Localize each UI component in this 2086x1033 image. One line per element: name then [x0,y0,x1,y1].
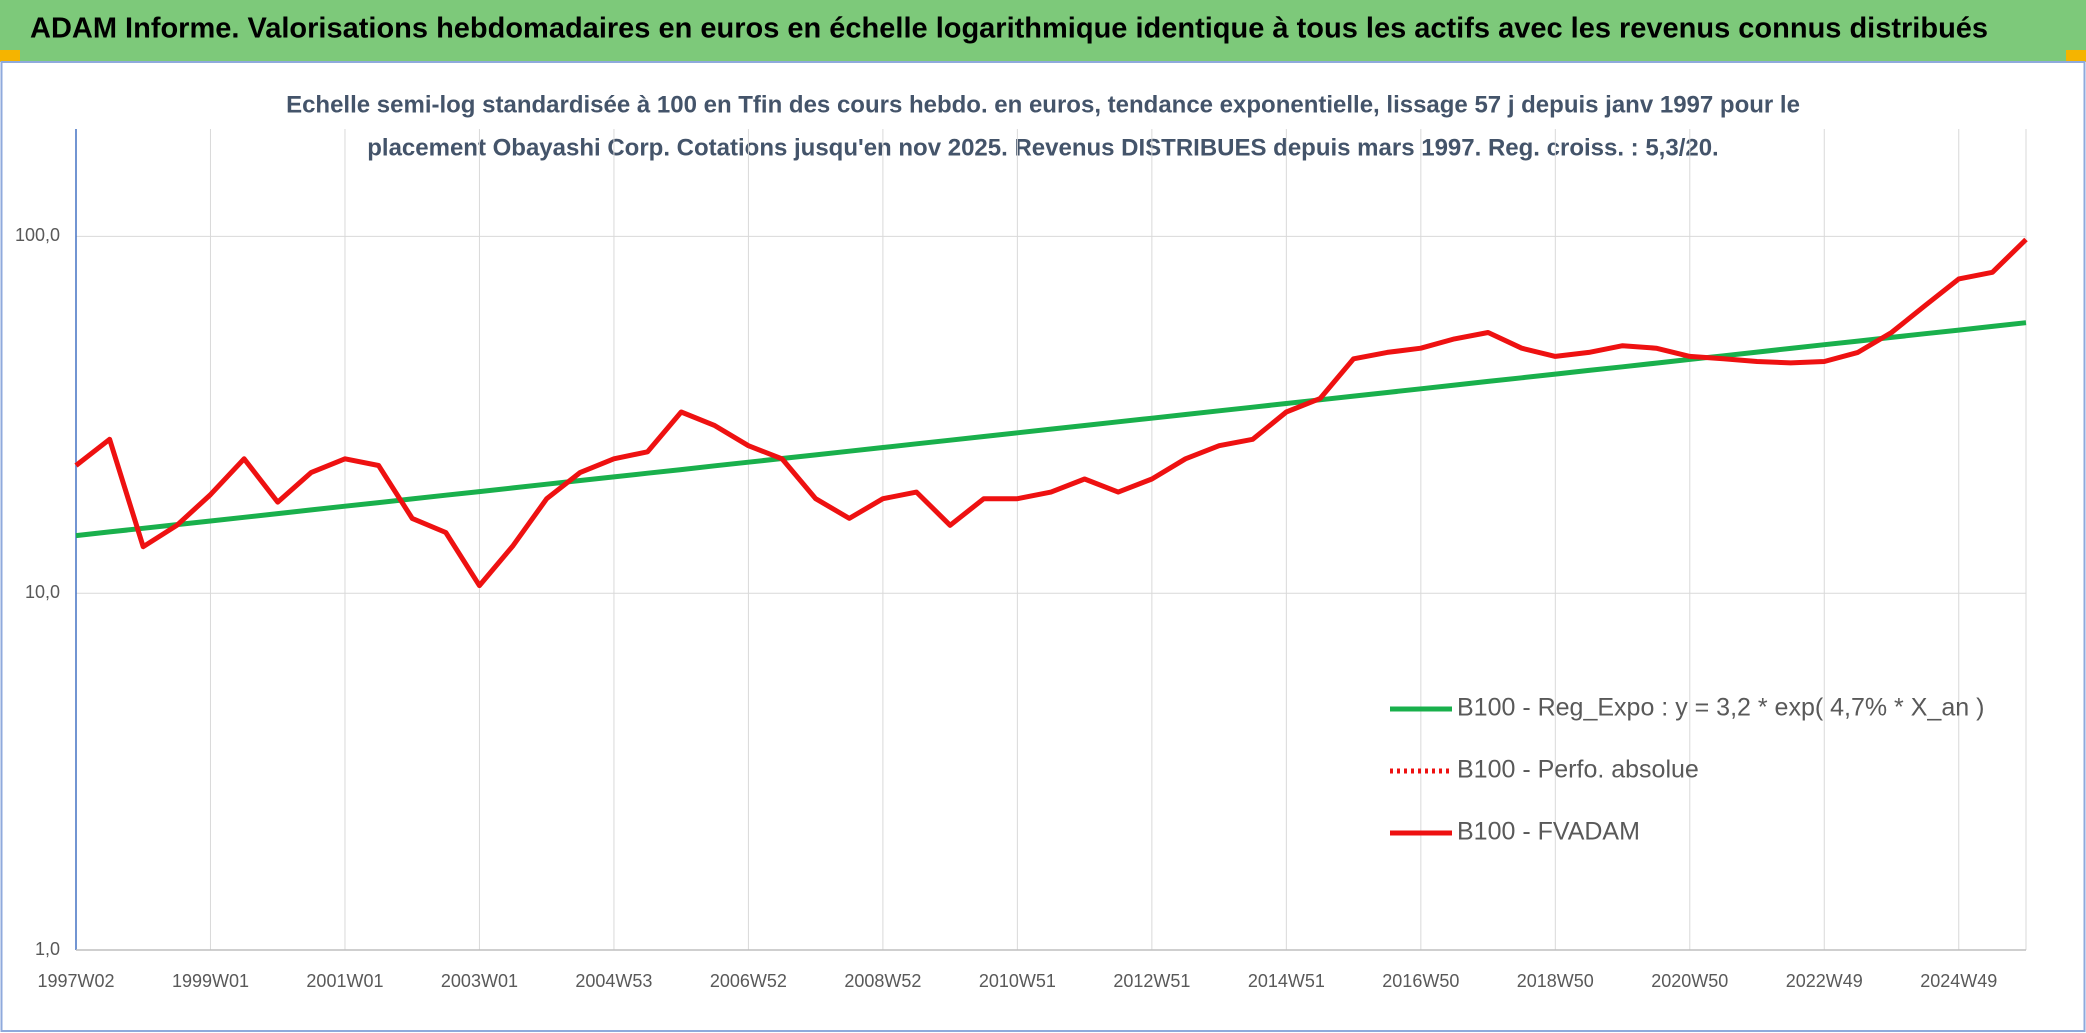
y-tick-label: 1,0 [35,939,60,959]
x-tick-label: 2008W52 [844,971,921,991]
chart-subtitle: Echelle semi-log standardisée à 100 en T… [286,91,1800,118]
frame [0,61,2086,1032]
title-band [0,0,2086,62]
x-tick-label: 2001W01 [306,971,383,991]
legend-label: B100 - Perfo. absolue [1457,756,1699,784]
series-line [74,237,2028,589]
x-tick-label: 1997W02 [37,971,114,991]
legend-label: B100 - Reg_Expo : y = 3,2 * exp( 4,7% * … [1457,694,1984,722]
chart-title: ADAM Informe. Valorisations hebdomadaire… [30,13,1988,45]
y-tick-label: 100,0 [15,225,60,245]
x-tick-label: 1999W01 [172,971,249,991]
corner [2066,50,2086,62]
legend-label: B100 - FVADAM [1457,818,1640,846]
x-tick-label: 2022W49 [1786,971,1863,991]
x-tick-label: 2016W50 [1382,971,1459,991]
x-tick-label: 2018W50 [1517,971,1594,991]
x-tick-label: 2004W53 [575,971,652,991]
x-tick-label: 2024W49 [1920,971,1997,991]
corner [0,50,20,62]
chart-subtitle: placement Obayashi Corp. Cotations jusqu… [367,134,1718,161]
x-tick-label: 2012W51 [1113,971,1190,991]
x-tick-label: 2003W01 [441,971,518,991]
y-tick-label: 10,0 [25,582,60,602]
x-tick-label: 2014W51 [1248,971,1325,991]
x-tick-label: 2010W51 [979,971,1056,991]
x-tick-label: 2020W50 [1651,971,1728,991]
x-tick-label: 2006W52 [710,971,787,991]
